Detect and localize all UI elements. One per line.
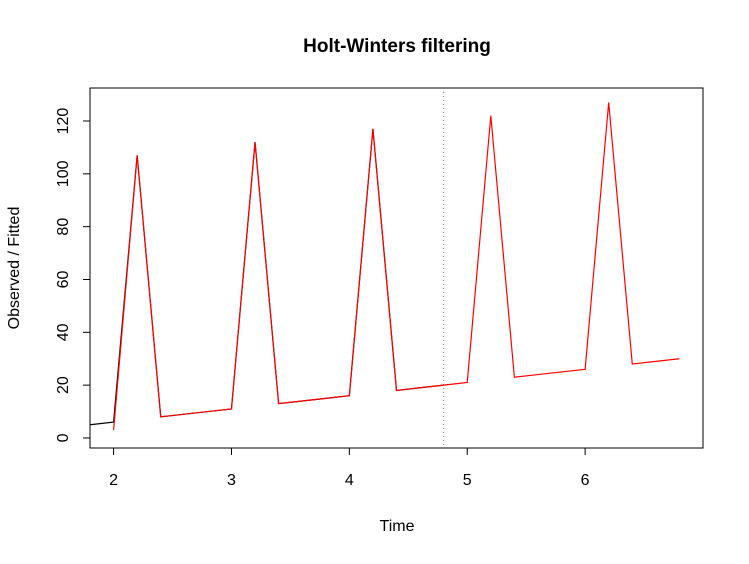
- x-tick-label: 2: [109, 472, 118, 489]
- x-tick-label: 3: [227, 472, 236, 489]
- y-tick-label: 60: [55, 270, 72, 288]
- y-tick-label: 100: [55, 160, 72, 187]
- x-axis-label: Time: [380, 518, 415, 535]
- y-tick-label: 20: [55, 376, 72, 394]
- y-tick-label: 80: [55, 218, 72, 236]
- x-tick-label: 4: [345, 472, 354, 489]
- y-tick-label: 120: [55, 108, 72, 135]
- x-tick-label: 5: [463, 472, 472, 489]
- x-tick-label: 6: [581, 472, 590, 489]
- y-tick-label: 40: [55, 323, 72, 341]
- y-tick-label: 0: [55, 433, 72, 442]
- series-line: [112, 102, 680, 431]
- chart-title: Holt-Winters filtering: [303, 36, 491, 57]
- y-axis-label: Observed / Fitted: [6, 207, 23, 330]
- plot-box: [89, 87, 704, 449]
